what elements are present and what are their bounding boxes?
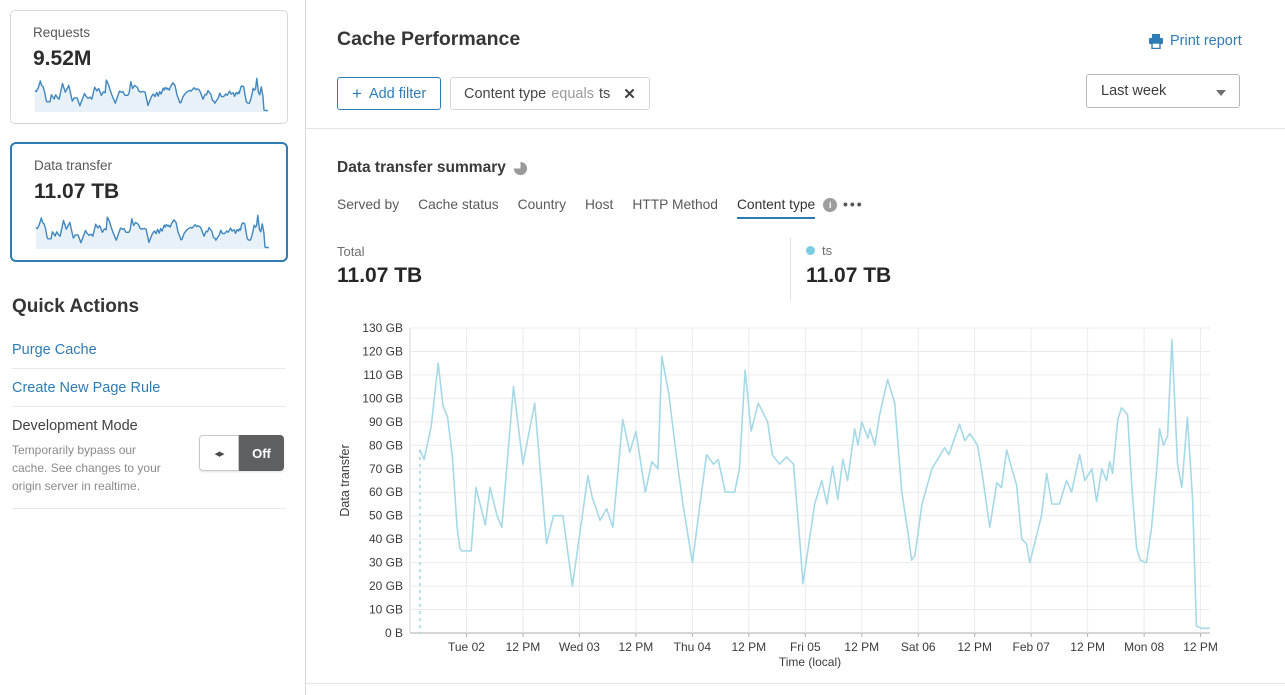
total-label: Total	[337, 244, 365, 259]
development-mode-description: Temporarily bypass our cache. See change…	[12, 443, 161, 493]
toggle-state-label: Off	[239, 435, 284, 471]
more-dots-icon[interactable]: •••	[843, 196, 864, 212]
svg-text:40 GB: 40 GB	[369, 532, 403, 546]
svg-text:Feb 07: Feb 07	[1012, 640, 1050, 654]
legend-series-name: ts	[822, 243, 833, 258]
divider	[12, 508, 286, 509]
data-transfer-chart: 0 B 10 GB 20 GB 30 GB 40 GB 50 GB 60 GB 70 GB 80…	[337, 320, 1240, 682]
svg-text:70 GB: 70 GB	[369, 462, 403, 476]
svg-text:Mon 08: Mon 08	[1124, 640, 1164, 654]
filter-field: Content type	[464, 85, 547, 102]
time-range-select[interactable]: Last week	[1086, 74, 1240, 108]
svg-text:12 PM: 12 PM	[844, 640, 879, 654]
svg-text:12 PM: 12 PM	[506, 640, 541, 654]
time-range-value: Last week	[1101, 83, 1167, 99]
requests-card-title: Requests	[33, 25, 91, 40]
svg-text:Time (local): Time (local)	[779, 655, 841, 669]
print-report-link[interactable]: Print report	[1148, 33, 1242, 49]
development-mode-title: Development Mode	[12, 418, 138, 434]
tab-content-type[interactable]: Content type i	[737, 197, 838, 219]
tab-label: HTTP Method	[632, 197, 718, 212]
summary-heading: Data transfer summary	[337, 159, 506, 176]
svg-text:100 GB: 100 GB	[362, 391, 403, 405]
tab-country[interactable]: Country	[518, 197, 566, 219]
svg-text:120 GB: 120 GB	[362, 344, 403, 358]
svg-text:Fri 05: Fri 05	[790, 640, 821, 654]
svg-text:50 GB: 50 GB	[369, 509, 403, 523]
divider	[12, 406, 286, 407]
total-value: 11.07 TB	[337, 264, 423, 287]
tab-label: Served by	[337, 197, 400, 212]
plus-icon: +	[352, 83, 362, 103]
filter-value: ts	[598, 85, 611, 102]
data-transfer-sparkline	[35, 214, 269, 249]
pie-icon	[513, 161, 528, 176]
svg-text:12 PM: 12 PM	[619, 640, 654, 654]
quick-actions-heading: Quick Actions	[12, 296, 140, 317]
print-report-label: Print report	[1170, 33, 1242, 49]
legend-series-value: 11.07 TB	[806, 264, 892, 287]
requests-card[interactable]: Requests 9.52M	[10, 10, 288, 124]
requests-sparkline	[34, 77, 268, 112]
tab-label: Country	[517, 197, 566, 212]
requests-card-value: 9.52M	[33, 47, 92, 70]
legend-dot	[806, 246, 815, 255]
printer-icon	[1149, 33, 1163, 49]
purge-cache-link[interactable]: Purge Cache	[12, 342, 97, 358]
caret-down-icon	[1216, 90, 1226, 96]
add-filter-button[interactable]: + Add filter	[337, 77, 442, 110]
tab-host[interactable]: Host	[585, 197, 613, 219]
svg-text:130 GB: 130 GB	[362, 321, 403, 335]
page-title: Cache Performance	[337, 28, 521, 50]
create-page-rule-link[interactable]: Create New Page Rule	[12, 380, 161, 396]
tab-served-by[interactable]: Served by	[337, 197, 399, 219]
svg-text:20 GB: 20 GB	[369, 579, 403, 593]
filter-chip[interactable]: Content type equals ts ✕	[450, 77, 650, 110]
svg-text:Tue 02: Tue 02	[448, 640, 485, 654]
svg-text:Data transfer: Data transfer	[338, 444, 352, 516]
tab-cache-status[interactable]: Cache status	[418, 197, 499, 219]
data-transfer-card[interactable]: Data transfer 11.07 TB	[10, 142, 288, 262]
svg-text:10 GB: 10 GB	[369, 603, 403, 617]
divider	[306, 128, 1285, 129]
svg-text:0 B: 0 B	[385, 626, 403, 640]
svg-text:12 PM: 12 PM	[1183, 640, 1218, 654]
divider	[12, 368, 286, 369]
tab-label: Host	[584, 197, 614, 212]
tab-http-method[interactable]: HTTP Method	[632, 197, 718, 219]
summary-tabs: Served by Cache status Country Host HTTP Met…	[337, 197, 838, 219]
svg-text:Sat 06: Sat 06	[901, 640, 936, 654]
svg-text:80 GB: 80 GB	[369, 438, 403, 452]
svg-text:12 PM: 12 PM	[1070, 640, 1105, 654]
close-icon[interactable]: ✕	[623, 85, 636, 103]
toggle-arrows-icon[interactable]: ◂▸	[199, 435, 239, 471]
svg-text:90 GB: 90 GB	[369, 415, 403, 429]
svg-text:110 GB: 110 GB	[363, 368, 403, 382]
divider	[790, 238, 791, 300]
filter-operator: equals	[551, 85, 594, 102]
sidebar: Requests 9.52M Data transfer 11.07 TB Qu…	[0, 0, 306, 695]
add-filter-label: Add filter	[368, 85, 427, 102]
tab-label: Content type	[737, 197, 815, 217]
svg-text:Thu 04: Thu 04	[674, 640, 712, 654]
svg-text:60 GB: 60 GB	[369, 485, 403, 499]
development-mode-toggle[interactable]: ◂▸ Off	[199, 435, 284, 471]
svg-text:12 PM: 12 PM	[957, 640, 992, 654]
svg-text:12 PM: 12 PM	[731, 640, 766, 654]
series-legend: ts	[806, 243, 832, 258]
info-icon[interactable]: i	[823, 197, 838, 212]
data-transfer-card-value: 11.07 TB	[34, 180, 120, 203]
svg-text:30 GB: 30 GB	[369, 556, 403, 570]
divider	[306, 683, 1285, 684]
svg-text:Wed 03: Wed 03	[559, 640, 600, 654]
tab-label: Cache status	[418, 197, 499, 212]
data-transfer-card-title: Data transfer	[34, 158, 113, 173]
